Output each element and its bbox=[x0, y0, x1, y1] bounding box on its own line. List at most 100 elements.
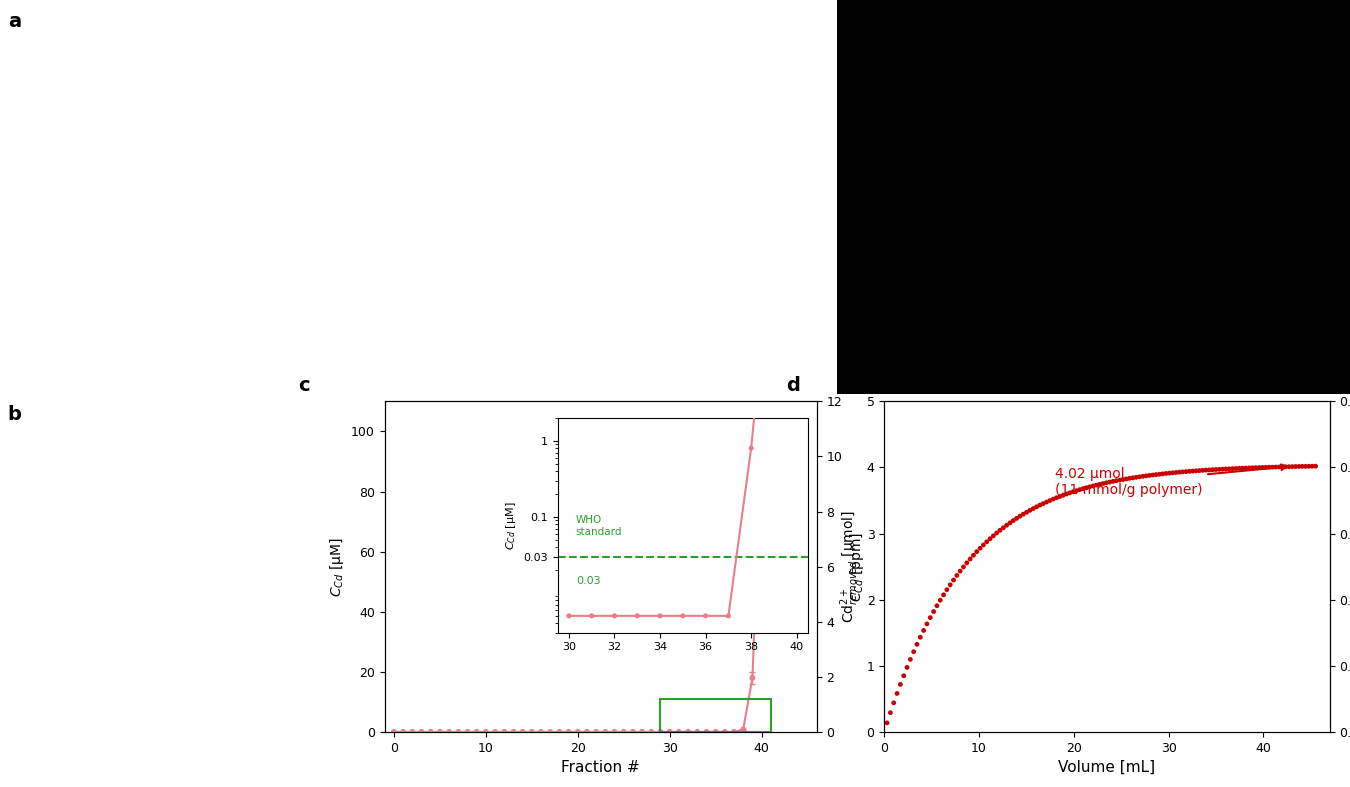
Point bbox=[1208, 463, 1230, 475]
Point bbox=[1102, 475, 1123, 488]
Point bbox=[1172, 466, 1193, 478]
Point bbox=[1015, 506, 1037, 519]
X-axis label: Volume [mL]: Volume [mL] bbox=[1058, 760, 1156, 775]
Point bbox=[949, 565, 971, 578]
Point bbox=[410, 726, 432, 738]
Point bbox=[892, 670, 914, 682]
Point bbox=[1235, 462, 1257, 475]
Point bbox=[896, 661, 918, 674]
Point bbox=[880, 707, 902, 719]
Point bbox=[1165, 466, 1187, 478]
Point bbox=[401, 726, 423, 738]
Point bbox=[990, 524, 1011, 537]
Point bbox=[1301, 460, 1323, 472]
Point bbox=[992, 522, 1014, 534]
Point bbox=[760, 425, 782, 438]
Point bbox=[1022, 502, 1044, 515]
Point bbox=[1158, 467, 1180, 479]
Point bbox=[1278, 460, 1300, 473]
Point bbox=[1142, 469, 1164, 482]
Point bbox=[1272, 460, 1293, 473]
Point bbox=[1202, 464, 1223, 476]
Y-axis label: $C_{Cd}$ [ppm]: $C_{Cd}$ [ppm] bbox=[848, 531, 865, 602]
Point bbox=[1072, 482, 1094, 495]
Point bbox=[1085, 478, 1107, 491]
Point bbox=[979, 533, 1000, 545]
Point bbox=[960, 552, 981, 565]
Point bbox=[1083, 479, 1104, 492]
Point bbox=[986, 527, 1007, 539]
Point bbox=[1224, 462, 1246, 475]
Point bbox=[1058, 486, 1080, 499]
Point bbox=[953, 560, 975, 573]
Point bbox=[906, 638, 927, 651]
Text: d: d bbox=[786, 375, 801, 395]
Point bbox=[576, 726, 598, 738]
Point bbox=[1035, 496, 1057, 508]
Point bbox=[1135, 470, 1157, 482]
Point bbox=[751, 440, 772, 453]
Point bbox=[393, 726, 414, 738]
Point bbox=[1062, 486, 1084, 498]
Y-axis label: $C_{Cd}$ [μM]: $C_{Cd}$ [μM] bbox=[328, 537, 346, 597]
Point bbox=[1215, 463, 1237, 475]
Point bbox=[733, 723, 755, 736]
Point bbox=[1040, 494, 1061, 507]
Point bbox=[910, 631, 932, 644]
Point bbox=[521, 726, 543, 738]
Point bbox=[917, 618, 938, 630]
Point bbox=[1251, 461, 1273, 474]
Point bbox=[1169, 466, 1191, 478]
Point bbox=[466, 726, 487, 738]
Point bbox=[1304, 460, 1326, 472]
Point bbox=[1156, 467, 1177, 480]
Point bbox=[1199, 464, 1220, 476]
Point bbox=[659, 726, 680, 738]
Point bbox=[1295, 460, 1316, 473]
Point bbox=[919, 611, 941, 624]
Point bbox=[1258, 461, 1280, 474]
Point bbox=[1003, 514, 1025, 527]
Point bbox=[1049, 490, 1071, 503]
Point bbox=[1195, 464, 1216, 476]
Point bbox=[1029, 499, 1050, 512]
Point bbox=[1245, 461, 1266, 474]
Point bbox=[1119, 472, 1141, 485]
Point bbox=[567, 726, 589, 738]
Point bbox=[1133, 470, 1154, 482]
Point bbox=[1089, 478, 1111, 490]
Point bbox=[1285, 460, 1307, 473]
Point bbox=[1033, 497, 1054, 510]
Point bbox=[967, 545, 988, 558]
Point bbox=[668, 726, 690, 738]
Point bbox=[1212, 463, 1234, 475]
Point bbox=[1108, 474, 1130, 486]
X-axis label: Fraction #: Fraction # bbox=[562, 760, 640, 775]
Point bbox=[439, 726, 460, 738]
Point bbox=[926, 600, 948, 612]
Point bbox=[678, 726, 699, 738]
Point bbox=[1181, 465, 1203, 478]
Point bbox=[1019, 504, 1041, 516]
Point bbox=[1228, 462, 1250, 475]
Point bbox=[1299, 460, 1320, 472]
Point bbox=[1129, 471, 1150, 483]
Point bbox=[456, 726, 478, 738]
Point bbox=[558, 726, 579, 738]
Point bbox=[1292, 460, 1314, 473]
Point bbox=[649, 726, 671, 738]
Point bbox=[586, 726, 608, 738]
Point bbox=[903, 645, 925, 658]
Point bbox=[1010, 510, 1031, 523]
Point bbox=[512, 726, 533, 738]
Point bbox=[1256, 461, 1277, 474]
Point bbox=[1115, 473, 1137, 486]
Point bbox=[1238, 462, 1260, 475]
Point bbox=[1099, 476, 1120, 489]
Point bbox=[686, 726, 707, 738]
Point bbox=[976, 535, 998, 548]
Point bbox=[1268, 460, 1289, 473]
Point bbox=[724, 726, 745, 738]
Point bbox=[714, 726, 736, 738]
Point bbox=[1056, 488, 1077, 501]
